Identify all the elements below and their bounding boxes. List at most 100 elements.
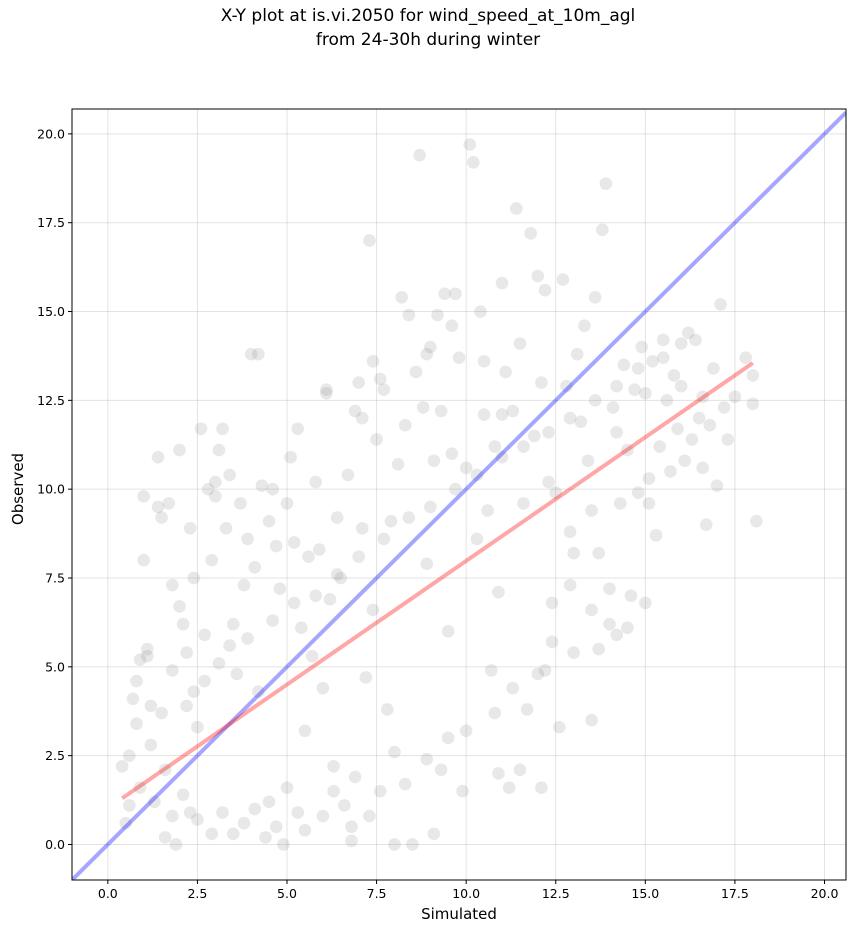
- data-point: [252, 347, 265, 361]
- data-point: [252, 685, 265, 698]
- data-point: [130, 717, 143, 730]
- data-point: [542, 475, 555, 489]
- data-point: [635, 340, 649, 354]
- data-point: [721, 433, 735, 446]
- data-point: [531, 269, 545, 283]
- data-point: [151, 500, 165, 514]
- data-point: [570, 347, 584, 361]
- data-point: [316, 809, 330, 823]
- y-tick-label: 12.5: [37, 393, 65, 408]
- data-point: [520, 703, 534, 716]
- data-point: [298, 823, 312, 837]
- data-point: [366, 603, 380, 617]
- data-point: [513, 337, 527, 350]
- data-point: [696, 461, 709, 475]
- data-point: [728, 390, 742, 404]
- data-point: [696, 390, 709, 404]
- data-point: [606, 401, 620, 414]
- x-tick-label: 0.0: [98, 886, 118, 901]
- data-point: [474, 305, 487, 318]
- data-point: [538, 664, 552, 677]
- chart-title-line-1: X-Y plot at is.vi.2050 for wind_speed_at…: [220, 6, 636, 26]
- data-point: [531, 667, 545, 681]
- data-point: [556, 273, 570, 286]
- y-tick-label: 17.5: [37, 215, 65, 230]
- data-point: [194, 422, 208, 436]
- data-point: [119, 816, 133, 830]
- data-point: [255, 479, 269, 492]
- data-point: [585, 603, 598, 617]
- data-point: [345, 820, 358, 834]
- grid-layer: [72, 109, 846, 880]
- data-point: [459, 724, 473, 738]
- data-point: [506, 681, 520, 695]
- data-point: [312, 543, 326, 556]
- data-point: [137, 489, 150, 503]
- data-point: [140, 649, 154, 663]
- data-point: [352, 376, 365, 389]
- data-point: [470, 468, 484, 482]
- data-point: [209, 475, 222, 489]
- data-point: [610, 426, 623, 439]
- data-point: [323, 593, 337, 606]
- data-point: [535, 781, 548, 794]
- data-point: [269, 820, 283, 834]
- data-point: [355, 521, 369, 535]
- data-point: [621, 443, 634, 457]
- y-tick-label: 0.0: [45, 837, 65, 852]
- data-point: [309, 475, 322, 489]
- data-point: [219, 521, 233, 535]
- data-point: [542, 426, 555, 439]
- data-point: [176, 788, 190, 802]
- axes-frame: [71, 108, 847, 881]
- y-tick-label: 5.0: [45, 659, 65, 674]
- data-point: [642, 472, 656, 485]
- data-point: [499, 365, 512, 379]
- identity-line: [72, 111, 846, 880]
- data-point: [180, 646, 193, 659]
- x-tick-label: 12.5: [542, 886, 570, 901]
- data-point: [549, 486, 563, 500]
- data-point: [685, 433, 699, 446]
- data-point: [488, 440, 502, 453]
- data-point: [563, 525, 577, 539]
- data-point: [373, 372, 387, 386]
- data-point: [717, 401, 731, 414]
- data-point: [567, 546, 580, 560]
- data-point: [506, 404, 520, 418]
- data-point: [667, 369, 681, 382]
- data-point: [212, 656, 226, 670]
- data-point: [495, 450, 509, 464]
- data-point: [424, 500, 437, 514]
- data-point: [674, 337, 688, 350]
- data-point: [295, 621, 308, 635]
- data-point: [610, 379, 623, 393]
- data-point: [467, 155, 480, 169]
- data-point: [449, 287, 462, 301]
- data-point: [348, 770, 362, 784]
- data-point: [710, 479, 724, 492]
- data-point: [599, 177, 613, 190]
- data-point: [703, 418, 717, 432]
- x-tick-label: 2.5: [187, 886, 207, 901]
- data-point: [183, 521, 197, 535]
- data-point: [377, 532, 391, 546]
- data-point: [305, 649, 319, 663]
- x-tick-label: 5.0: [277, 886, 297, 901]
- data-point: [445, 319, 459, 333]
- data-point: [277, 838, 290, 851]
- data-point: [631, 486, 645, 500]
- data-point: [398, 418, 412, 432]
- data-point: [151, 450, 165, 464]
- data-point: [707, 362, 720, 375]
- data-point: [456, 784, 469, 798]
- data-point: [545, 596, 559, 610]
- data-point: [678, 454, 692, 468]
- data-point: [345, 834, 358, 848]
- x-tick-label: 10.0: [452, 886, 480, 901]
- data-point: [212, 443, 226, 457]
- data-point: [689, 333, 702, 347]
- data-point: [603, 617, 616, 631]
- data-point: [262, 514, 276, 528]
